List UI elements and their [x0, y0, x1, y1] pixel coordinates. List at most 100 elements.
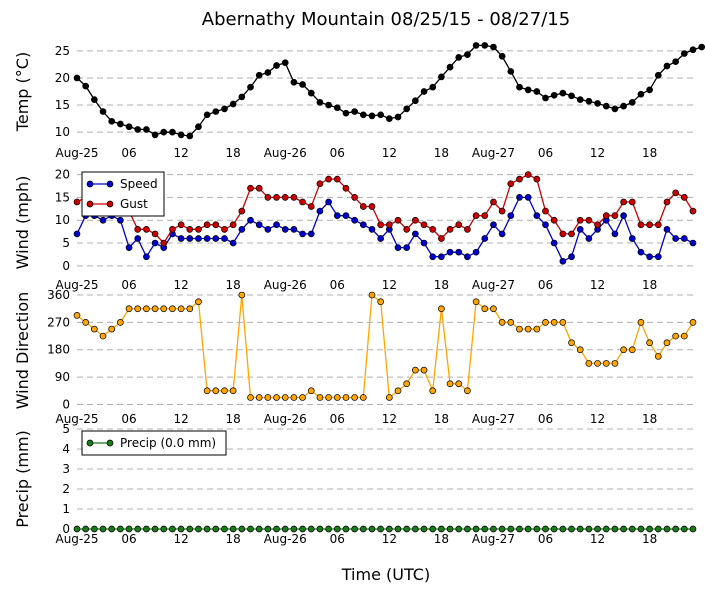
data-point — [507, 68, 515, 75]
data-point — [212, 235, 220, 242]
data-point — [342, 212, 350, 220]
data-point — [333, 104, 341, 112]
data-point — [160, 525, 168, 533]
data-point — [507, 180, 515, 188]
data-point — [585, 97, 593, 105]
y-tick-label: 0 — [62, 259, 70, 273]
data-point — [264, 394, 272, 401]
data-point — [672, 332, 679, 340]
data-point — [403, 525, 411, 533]
data-point — [464, 525, 471, 533]
data-point — [125, 244, 133, 251]
data-point — [637, 248, 645, 256]
data-point — [299, 525, 306, 533]
data-point — [672, 525, 679, 533]
data-point — [412, 525, 419, 533]
data-point — [125, 123, 133, 131]
data-point — [281, 225, 289, 233]
x-tick-label: 18 — [226, 278, 241, 292]
data-point — [117, 216, 124, 224]
y-tick-label: 10 — [55, 125, 70, 139]
data-point — [351, 216, 358, 224]
data-point — [602, 102, 610, 110]
data-point — [490, 525, 497, 533]
data-point — [628, 198, 636, 206]
data-point — [602, 525, 610, 533]
data-point — [238, 291, 246, 299]
data-point — [299, 81, 306, 88]
x-tick-label: 06 — [538, 532, 553, 546]
data-point — [611, 230, 619, 238]
y-tick-label: 10 — [55, 213, 70, 227]
data-point — [455, 248, 463, 256]
data-point — [646, 253, 653, 261]
data-point — [481, 42, 489, 49]
data-point — [351, 525, 358, 533]
data-point — [82, 525, 90, 533]
data-point — [689, 46, 697, 54]
data-point — [264, 194, 272, 201]
data-point — [342, 109, 350, 117]
data-point — [91, 96, 98, 103]
data-point — [568, 230, 575, 238]
y-axis-label: Temp (°C) — [13, 52, 32, 132]
x-tick-label: 18 — [642, 532, 657, 546]
data-point — [490, 221, 497, 229]
data-point — [524, 171, 532, 178]
x-tick-label: 06 — [538, 412, 553, 426]
data-point — [151, 230, 159, 238]
data-point — [368, 112, 376, 120]
y-tick-label: 270 — [47, 315, 70, 329]
data-point — [429, 225, 437, 233]
data-point — [203, 221, 211, 229]
data-point — [186, 132, 194, 140]
data-point — [299, 230, 306, 238]
data-point — [351, 108, 358, 115]
data-point — [342, 184, 350, 192]
data-point — [117, 120, 124, 128]
data-point — [464, 225, 471, 233]
data-point — [195, 123, 202, 131]
data-point — [472, 248, 480, 256]
data-point — [394, 244, 402, 251]
data-point — [646, 339, 653, 347]
series-line — [76, 44, 702, 137]
data-point — [446, 525, 454, 533]
data-point — [585, 525, 593, 533]
y-tick-label: 5 — [62, 422, 70, 436]
data-point — [273, 525, 280, 533]
data-point — [238, 525, 246, 533]
data-point — [359, 394, 367, 401]
data-point — [177, 305, 185, 313]
data-point — [177, 131, 185, 139]
data-point — [264, 225, 272, 233]
legend-marker — [86, 180, 94, 188]
data-point — [229, 221, 237, 229]
data-point — [229, 239, 237, 247]
x-tick-label: 06 — [538, 278, 553, 292]
y-tick-label: 4 — [62, 442, 70, 456]
data-point — [203, 387, 211, 395]
legend-marker — [86, 200, 94, 208]
data-point — [255, 394, 263, 401]
data-point — [672, 235, 679, 242]
x-tick-label: 12 — [173, 532, 188, 546]
data-point — [680, 332, 688, 340]
data-point — [585, 216, 593, 224]
data-point — [550, 216, 558, 224]
data-point — [602, 212, 610, 220]
data-point — [481, 525, 489, 533]
data-point — [611, 212, 619, 220]
data-point — [464, 387, 471, 395]
data-point — [455, 221, 463, 229]
data-point — [143, 253, 150, 261]
data-point — [247, 184, 254, 192]
data-point — [568, 525, 575, 533]
y-tick-label: 180 — [47, 343, 70, 357]
data-point — [498, 230, 506, 238]
data-point — [247, 83, 254, 91]
data-point — [438, 235, 445, 242]
data-point — [550, 239, 558, 247]
x-tick-label: 12 — [382, 146, 397, 160]
x-tick-label: Aug-25 — [55, 412, 98, 426]
